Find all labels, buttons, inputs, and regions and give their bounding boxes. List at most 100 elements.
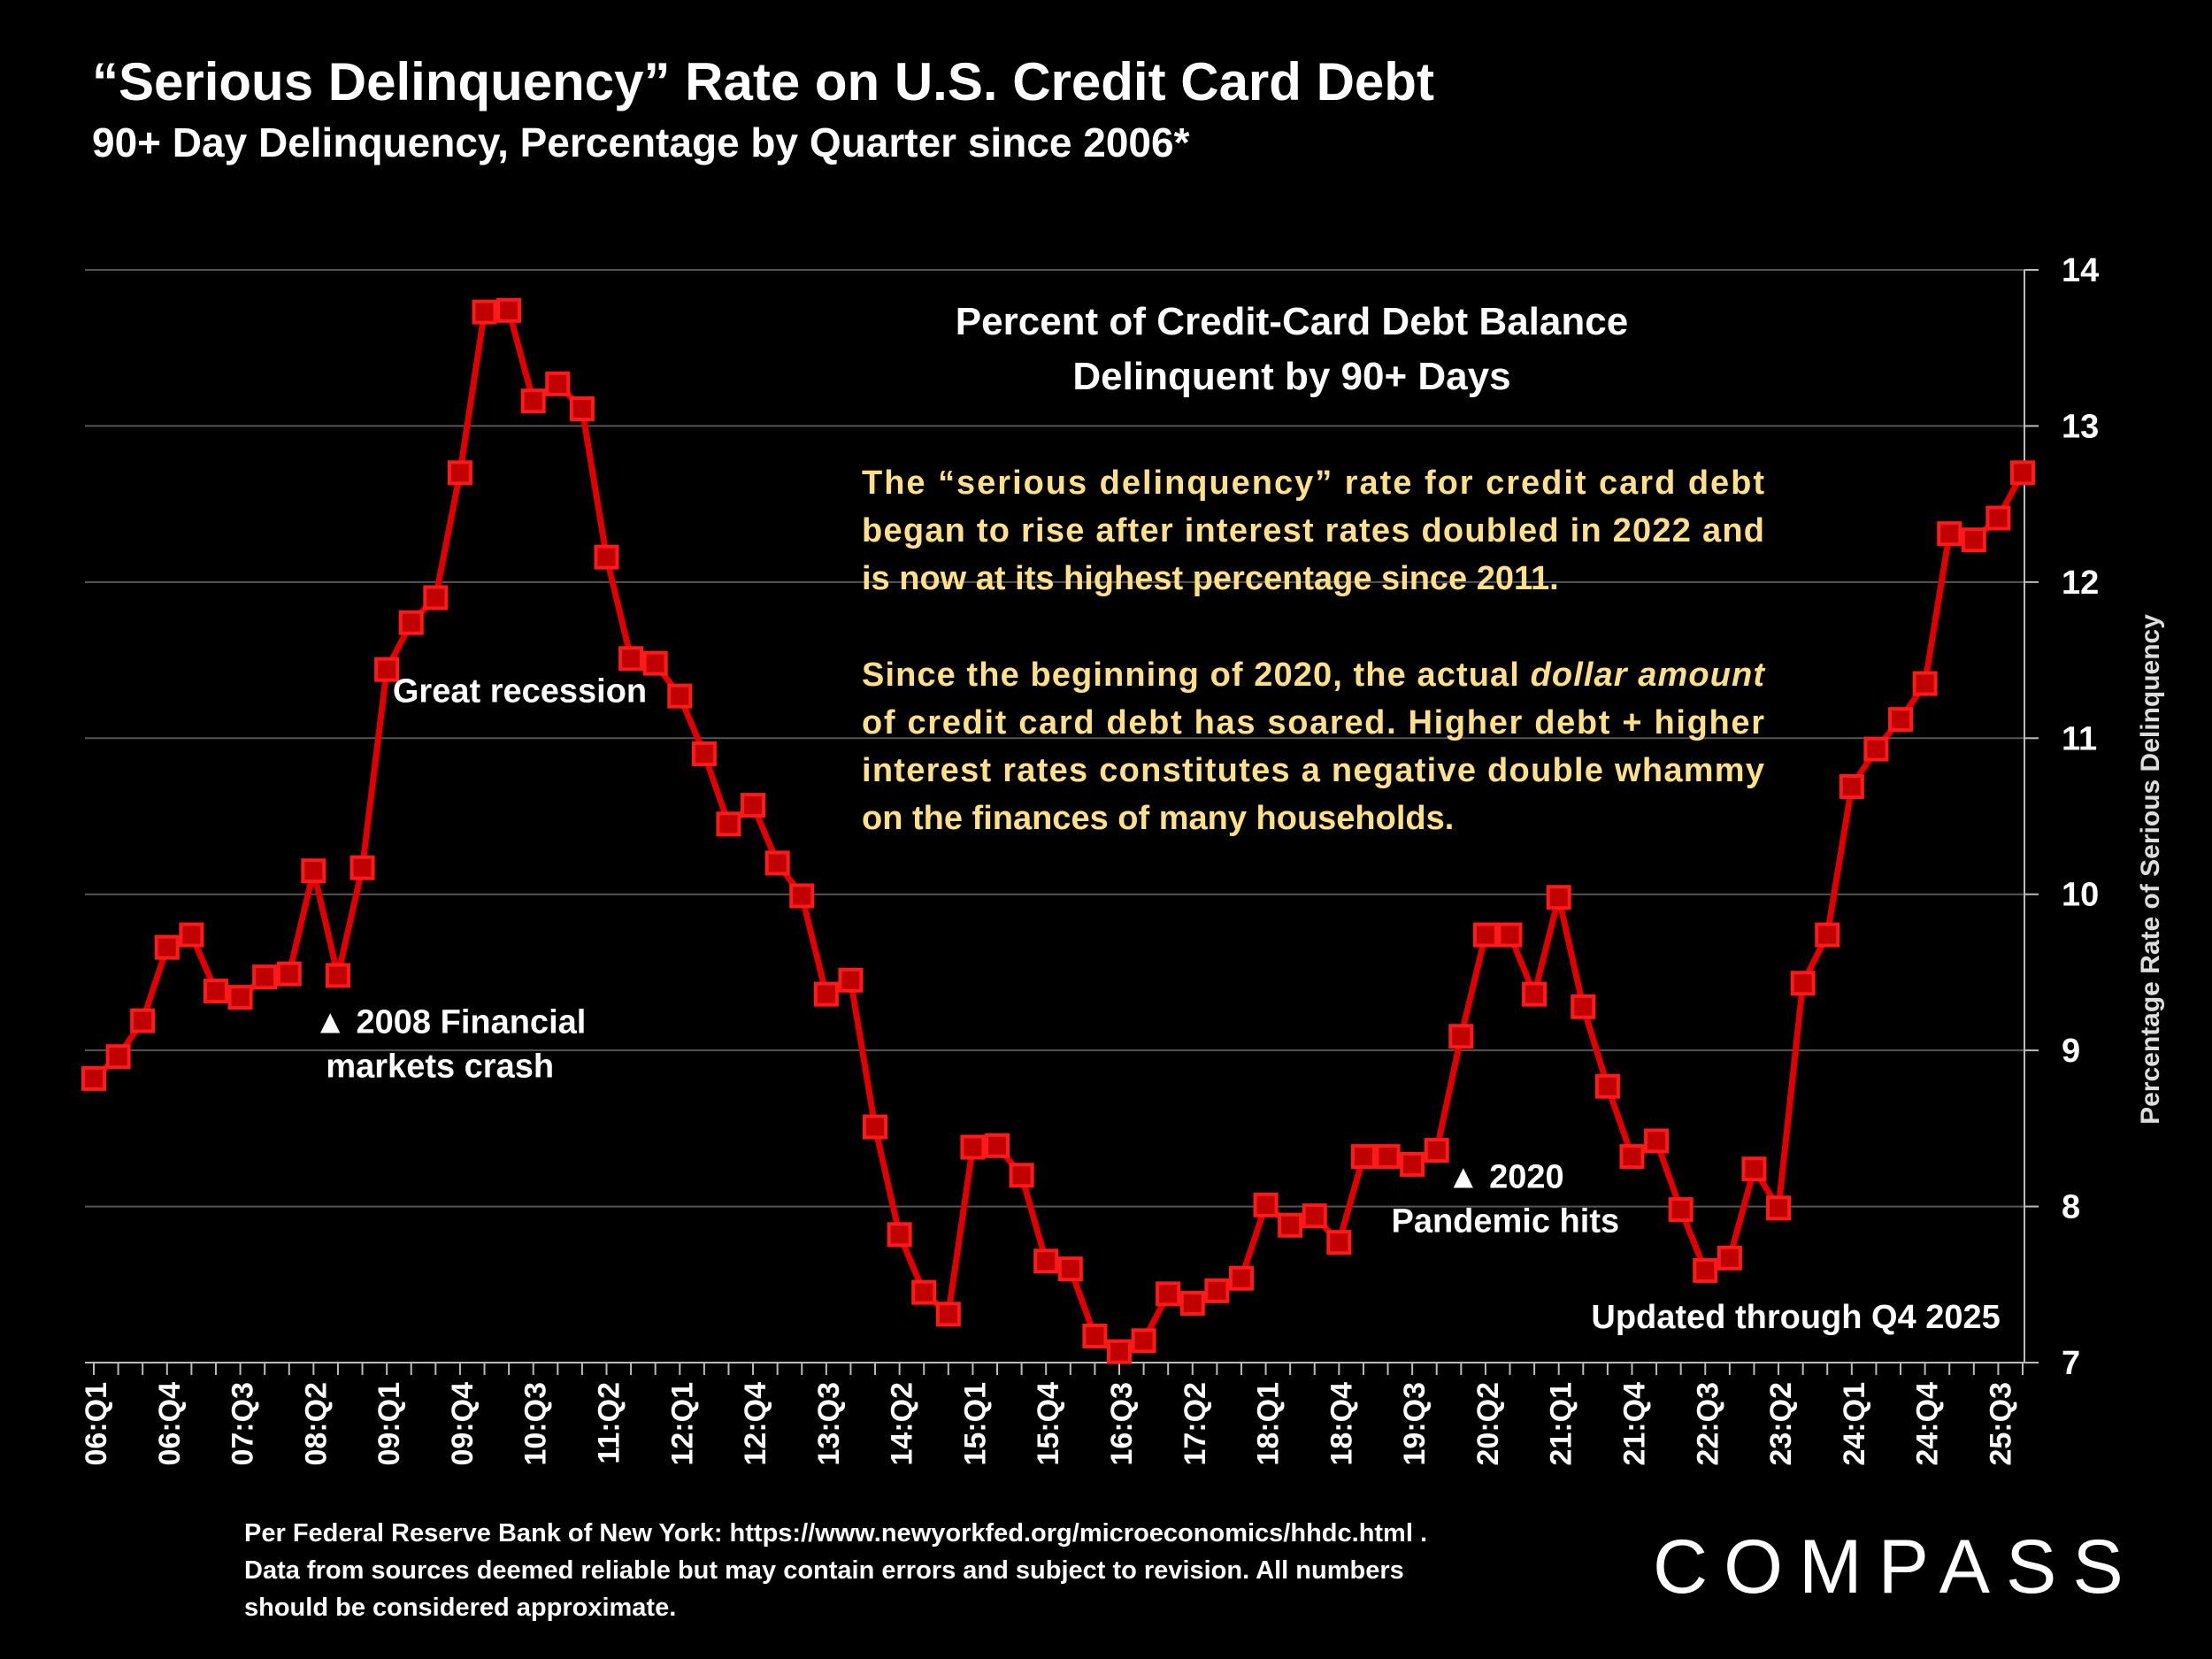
- data-point: [887, 1222, 912, 1248]
- annotation-great-recession: Great recession: [393, 673, 647, 710]
- data-point: [1082, 1324, 1108, 1349]
- data-point: [1644, 1128, 1670, 1154]
- data-point: [1571, 994, 1596, 1019]
- note-line: The “serious delinquency” rate for credi…: [862, 465, 1764, 502]
- chart-subtitle: 90+ Day Delinquency, Percentage by Quart…: [92, 119, 1190, 165]
- data-point: [1326, 1230, 1352, 1256]
- data-point: [741, 793, 766, 818]
- data-point: [130, 1008, 156, 1033]
- data-point: [1790, 971, 1816, 996]
- data-point: [1741, 1156, 1767, 1182]
- annotation-2008-crash-line2: markets crash: [326, 1048, 554, 1086]
- x-tick-label: 09:Q1: [373, 1382, 406, 1466]
- data-point: [1253, 1192, 1279, 1217]
- data-point: [227, 985, 253, 1010]
- data-point: [1619, 1144, 1645, 1170]
- grid-lines: [85, 269, 2024, 1363]
- data-point: [1815, 922, 1840, 948]
- x-tick-label: 12:Q1: [665, 1382, 699, 1466]
- data-point: [1156, 1281, 1181, 1307]
- data-point: [716, 811, 741, 837]
- x-tick-label: 08:Q2: [299, 1382, 333, 1466]
- y-tick-label: 10: [2062, 877, 2099, 914]
- data-point: [911, 1279, 937, 1305]
- data-point: [1937, 521, 1962, 547]
- x-tick-label: 21:Q1: [1545, 1382, 1578, 1466]
- data-point: [1057, 1256, 1083, 1282]
- data-point: [1033, 1248, 1059, 1274]
- data-point: [667, 683, 693, 709]
- data-point: [398, 610, 424, 635]
- data-point: [935, 1302, 961, 1327]
- data-point: [1228, 1265, 1254, 1291]
- footnote-line-2: Data from sources deemed reliable but ma…: [244, 1556, 1404, 1585]
- data-point: [618, 646, 644, 672]
- x-tick-label: 06:Q1: [80, 1382, 113, 1466]
- data-point: [594, 544, 619, 570]
- x-tick-label: 23:Q2: [1764, 1382, 1798, 1466]
- data-point: [545, 371, 571, 396]
- x-tick-label: 24:Q4: [1911, 1382, 1945, 1466]
- x-tick-label: 16:Q3: [1105, 1382, 1139, 1466]
- data-point: [1766, 1195, 1792, 1221]
- footnote-line-1: Per Federal Reserve Bank of New York: ht…: [244, 1519, 1428, 1548]
- x-tick-label: 11:Q2: [592, 1382, 626, 1464]
- annotation-2020-pandemic: ▲ 2020: [1447, 1158, 1564, 1195]
- data-point: [1472, 922, 1498, 948]
- data-point: [472, 299, 497, 325]
- data-point: [985, 1133, 1010, 1158]
- data-point: [1839, 773, 1864, 799]
- x-tick-label: 15:Q1: [958, 1382, 992, 1466]
- data-point: [569, 396, 595, 422]
- data-point: [1912, 671, 1938, 696]
- data-point: [960, 1134, 986, 1160]
- data-point: [764, 850, 790, 876]
- y-axis-title: Percentage Rate of Serious Delinquency: [2136, 614, 2165, 1125]
- x-tick-label: 13:Q3: [812, 1382, 846, 1466]
- data-point: [423, 585, 449, 611]
- chart-inner-title: Delinquent by 90+ Days: [1072, 355, 1510, 398]
- axes: 7 8 9 10 11 12 13 14 06:Q1 06:Q4 07:Q3 08:Q2 09:Q1 09…: [80, 252, 2099, 1466]
- chart-title: “Serious Delinquency” Rate on U.S. Credi…: [92, 52, 1434, 111]
- data-point: [81, 1065, 106, 1091]
- data-point: [1888, 707, 1914, 733]
- data-point: [154, 934, 180, 960]
- x-tick-label: 19:Q3: [1398, 1382, 1432, 1466]
- x-tick-label: 17:Q2: [1179, 1382, 1212, 1466]
- data-point: [1131, 1328, 1156, 1354]
- annotation-2008-crash: ▲ 2008 Financial: [313, 1004, 586, 1041]
- data-point: [789, 883, 815, 909]
- compass-logo: COMPASS: [1653, 1524, 2139, 1611]
- annotation-2020-pandemic-line2: Pandemic hits: [1391, 1202, 1619, 1240]
- x-tick-label: 25:Q3: [1984, 1382, 2017, 1466]
- data-point: [1424, 1138, 1449, 1164]
- data-point: [1546, 885, 1571, 910]
- data-point: [301, 858, 326, 884]
- data-point: [1400, 1151, 1425, 1177]
- data-point: [203, 979, 228, 1004]
- data-point: [1179, 1290, 1205, 1316]
- data-point: [1985, 505, 2011, 531]
- data-point: [1522, 981, 1548, 1007]
- data-point: [276, 961, 302, 987]
- y-tick-label: 7: [2062, 1345, 2080, 1382]
- data-point: [105, 1044, 131, 1070]
- data-point: [1497, 922, 1523, 948]
- x-tick-label: 24:Q1: [1838, 1382, 1871, 1466]
- x-tick-label: 06:Q4: [153, 1382, 187, 1466]
- data-point: [1278, 1212, 1303, 1238]
- annotation-updated: Updated through Q4 2025: [1591, 1299, 2000, 1336]
- x-tick-label: 12:Q4: [739, 1382, 772, 1466]
- y-tick-label: 13: [2062, 408, 2099, 445]
- note-line: began to rise after interest rates doubl…: [862, 512, 1764, 549]
- x-tick-label: 07:Q3: [227, 1382, 260, 1466]
- x-tick-label: 09:Q4: [446, 1382, 480, 1466]
- data-point: [1106, 1339, 1132, 1364]
- note-line: on the finances of many households.: [862, 800, 1454, 837]
- logo-text: COMPASS: [1653, 1525, 2139, 1609]
- source-footnote: Per Federal Reserve Bank of New York: ht…: [244, 1515, 1506, 1626]
- chart-text: Percentage Rate of Serious Delinquency Pe…: [313, 300, 2165, 1336]
- data-point: [1009, 1163, 1034, 1188]
- data-point: [813, 981, 839, 1007]
